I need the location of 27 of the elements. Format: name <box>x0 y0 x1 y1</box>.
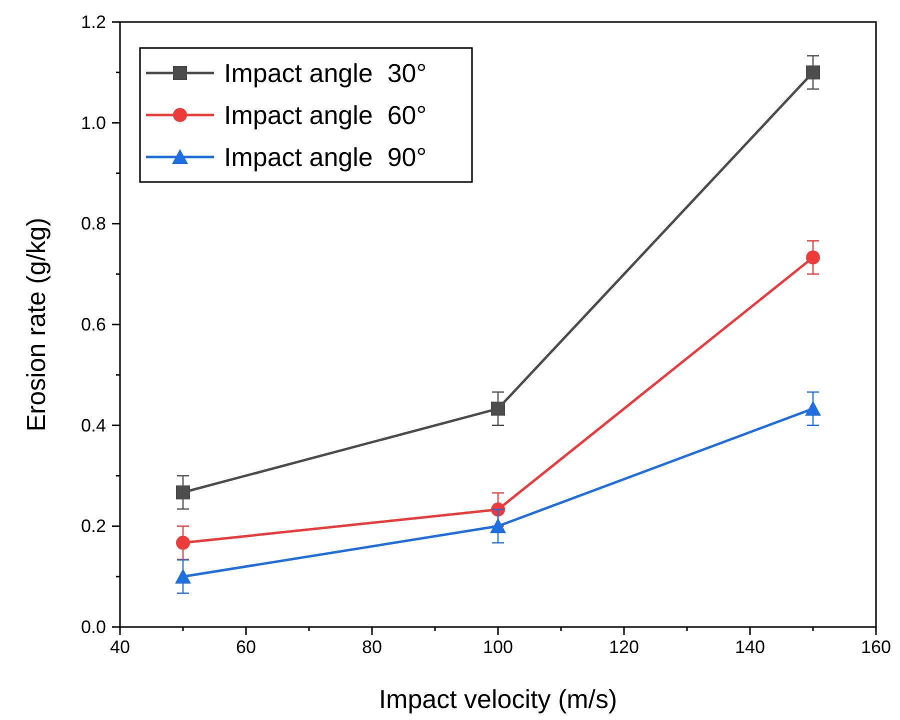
y-tick-label: 1.0 <box>80 112 106 133</box>
x-tick-label: 160 <box>860 637 892 657</box>
y-tick-label: 1.2 <box>80 12 106 32</box>
y-tick-label: 0.8 <box>80 214 106 234</box>
point <box>806 250 820 264</box>
y-tick-label: 0.0 <box>80 617 106 637</box>
y-axis-title: Erosion rate (g/kg) <box>21 218 51 432</box>
x-tick-label: 140 <box>734 637 766 657</box>
legend-label: Impact angle 30° <box>224 58 427 88</box>
x-tick-label: 40 <box>110 637 130 657</box>
point <box>176 536 190 550</box>
point <box>806 65 820 80</box>
point <box>491 402 505 416</box>
x-tick-label: 60 <box>236 637 256 657</box>
x-axis-title: Impact velocity (m/s) <box>378 684 618 714</box>
x-tick-label: 80 <box>362 637 382 657</box>
x-tick-label: 120 <box>608 637 640 657</box>
y-tick-label: 0.6 <box>80 314 106 334</box>
x-tick-label: 100 <box>482 637 514 657</box>
y-tick-label: 0.4 <box>80 415 106 436</box>
point <box>805 400 821 416</box>
legend-label: Impact angle 90° <box>224 142 427 172</box>
point <box>176 485 190 500</box>
legend-label: Impact angle 60° <box>224 100 427 130</box>
point <box>490 518 506 534</box>
y-tick-label: 0.2 <box>80 516 106 536</box>
point <box>175 568 191 584</box>
